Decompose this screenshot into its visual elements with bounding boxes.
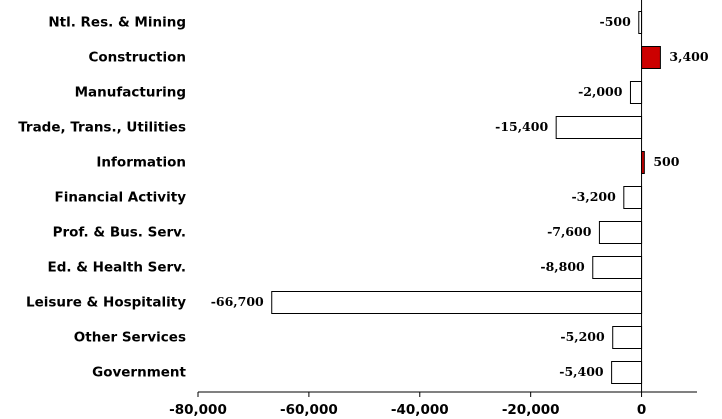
- x-tick-label: -80,000: [169, 402, 227, 418]
- category-label: Ntl. Res. & Mining: [48, 15, 186, 31]
- value-label: -66,700: [211, 294, 264, 309]
- category-label: Ed. & Health Serv.: [47, 260, 186, 276]
- bar: [611, 361, 643, 384]
- category-labels: Ntl. Res. & Mining Construction Manufactur…: [18, 15, 186, 381]
- bar: [555, 116, 643, 139]
- category-label: Government: [92, 365, 186, 381]
- x-tick-label: -40,000: [391, 402, 449, 418]
- category-label: Construction: [88, 50, 186, 66]
- x-tick-label: -60,000: [280, 402, 338, 418]
- category-label: Trade, Trans., Utilities: [18, 120, 186, 136]
- bar: [271, 291, 643, 314]
- x-tick-label: 0: [637, 402, 646, 418]
- bar: [612, 326, 643, 349]
- category-label: Other Services: [74, 330, 186, 346]
- bar: [592, 256, 643, 279]
- category-label: Information: [96, 155, 186, 171]
- bar: [641, 46, 661, 69]
- bar: [623, 186, 643, 209]
- value-label: 500: [653, 154, 679, 169]
- category-label: Leisure & Hospitality: [26, 295, 186, 311]
- x-tick-label: -20,000: [502, 402, 560, 418]
- value-label: -7,600: [547, 224, 592, 239]
- bar: [629, 81, 643, 104]
- category-label: Manufacturing: [75, 85, 186, 101]
- value-label: -3,200: [571, 189, 616, 204]
- value-label: -5,200: [560, 329, 605, 344]
- category-label: Financial Activity: [55, 190, 187, 206]
- category-label: Prof. & Bus. Serv.: [53, 225, 186, 241]
- value-label: 3,400: [669, 49, 708, 64]
- bars: [271, 11, 661, 384]
- value-labels: -500 3,400 -2,000 -15,400 500 -3,200 -7,600 -8,…: [211, 14, 709, 379]
- value-label: -15,400: [495, 119, 548, 134]
- value-label: -5,400: [559, 364, 604, 379]
- value-label: -2,000: [578, 84, 623, 99]
- axes: -80,000 -60,000 -40,000 -20,000 0: [169, 0, 697, 418]
- bar: [598, 221, 643, 244]
- value-label: -500: [600, 14, 632, 29]
- value-label: -8,800: [540, 259, 585, 274]
